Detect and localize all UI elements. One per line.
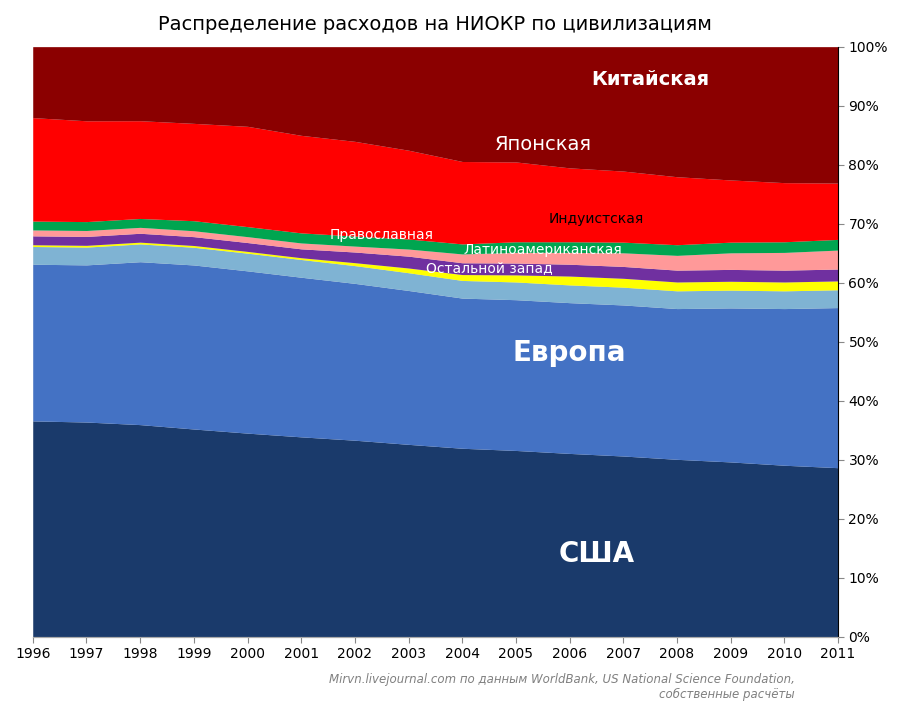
Text: США: США xyxy=(557,540,634,568)
Text: Европа: Европа xyxy=(512,340,626,367)
Title: Распределение расходов на НИОКР по цивилизациям: Распределение расходов на НИОКР по цивил… xyxy=(159,15,712,34)
Text: Индуистская: Индуистская xyxy=(548,212,643,226)
Text: Китайская: Китайская xyxy=(591,70,708,89)
Text: Японская: Японская xyxy=(493,134,591,153)
Text: Латиноамериканская: Латиноамериканская xyxy=(463,244,621,257)
Text: Mirvn.livejournal.com по данным WorldBank, US National Science Foundation,
собст: Mirvn.livejournal.com по данным WorldBan… xyxy=(328,673,794,701)
Text: Остальной восток: Остальной восток xyxy=(128,169,313,187)
Text: Остальной запад: Остальной запад xyxy=(425,261,552,275)
Text: Православная: Православная xyxy=(329,228,433,243)
